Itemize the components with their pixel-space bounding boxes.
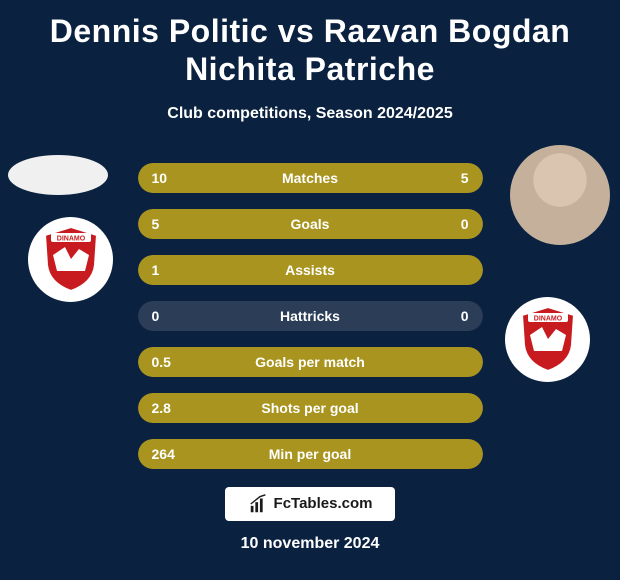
stat-row: 1 Assists <box>138 255 483 285</box>
stat-value-left: 0.5 <box>152 347 171 377</box>
stat-row: 0 0 Hattricks <box>138 301 483 331</box>
stat-value-left: 1 <box>152 255 160 285</box>
site-badge[interactable]: FcTables.com <box>225 487 395 521</box>
stat-value-left: 5 <box>152 209 160 239</box>
stat-label: Matches <box>282 163 338 193</box>
svg-text:DINAMO: DINAMO <box>56 236 85 243</box>
svg-text:DINAMO: DINAMO <box>533 316 562 323</box>
page-title: Dennis Politic vs Razvan Bogdan Nichita … <box>0 0 620 93</box>
stat-value-left: 264 <box>152 439 175 469</box>
club-badge-left: DINAMO <box>28 217 113 302</box>
face-placeholder <box>510 145 610 245</box>
stat-label: Goals <box>291 209 330 239</box>
stat-value-right: 0 <box>461 301 469 331</box>
stat-row: 0.5 Goals per match <box>138 347 483 377</box>
stat-label: Shots per goal <box>261 393 358 423</box>
stat-label: Hattricks <box>280 301 340 331</box>
player-left-avatar <box>8 155 108 195</box>
stat-label: Assists <box>285 255 335 285</box>
shield-icon: DINAMO <box>41 225 101 293</box>
chart-icon <box>248 493 270 515</box>
shield-icon: DINAMO <box>518 305 578 373</box>
stat-value-right: 5 <box>461 163 469 193</box>
subtitle: Club competitions, Season 2024/2025 <box>0 105 620 123</box>
stat-value-left: 2.8 <box>152 393 171 423</box>
stat-row: 10 5 Matches <box>138 163 483 193</box>
stat-value-left: 0 <box>152 301 160 331</box>
stat-row: 264 Min per goal <box>138 439 483 469</box>
player-right-avatar <box>510 145 610 245</box>
stat-row: 5 0 Goals <box>138 209 483 239</box>
stat-row: 2.8 Shots per goal <box>138 393 483 423</box>
comparison-panel: DINAMO DINAMO 10 5 Matches 5 0 Goals 1 Assists 0… <box>0 145 620 553</box>
stat-rows: 10 5 Matches 5 0 Goals 1 Assists 0 0 Hattricks 0.5 G… <box>138 145 483 469</box>
stat-value-left: 10 <box>152 163 168 193</box>
stat-value-right: 0 <box>461 209 469 239</box>
stat-label: Min per goal <box>269 439 351 469</box>
stat-label: Goals per match <box>255 347 365 377</box>
site-name: FcTables.com <box>274 495 373 512</box>
date-line: 10 november 2024 <box>0 535 620 553</box>
club-badge-right: DINAMO <box>505 297 590 382</box>
